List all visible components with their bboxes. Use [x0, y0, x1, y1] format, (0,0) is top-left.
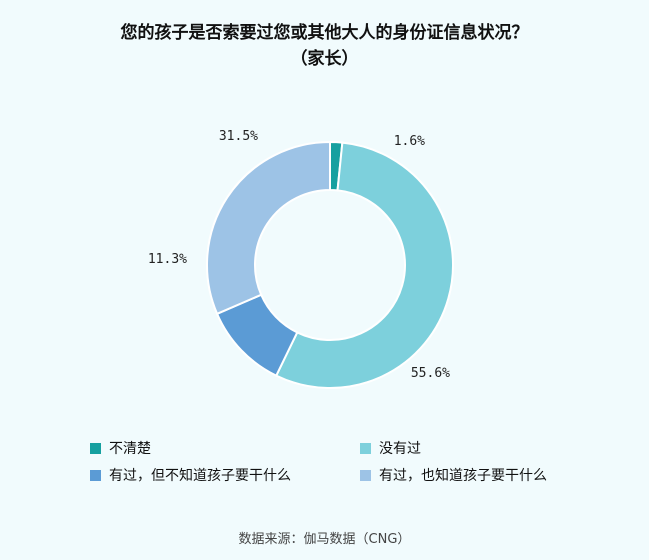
legend-swatch	[90, 469, 101, 481]
legend-swatch	[360, 469, 371, 481]
legend-item-unclear: 不清楚	[90, 438, 151, 458]
slice-never	[274, 141, 454, 389]
legend-item-yes-unknown: 有过，但不知道孩子要干什么	[90, 465, 291, 485]
label-never: 55.6%	[411, 366, 450, 381]
legend-label: 有过，但不知道孩子要干什么	[109, 468, 291, 484]
label-yes-unknown: 11.3%	[148, 252, 187, 267]
legend-swatch	[360, 442, 371, 454]
legend-swatch	[90, 442, 101, 454]
slice-yes-known	[206, 140, 331, 316]
legend-item-never: 没有过	[360, 438, 421, 458]
data-source: 数据来源：伽马数据（CNG）	[238, 532, 411, 547]
donut-chart: 1.6% 55.6% 11.3% 31.5%	[148, 129, 454, 389]
chart-title: 您的孩子是否索要过您或其他大人的身份证信息状况？ （家长）	[0, 20, 649, 72]
label-yes-known: 31.5%	[219, 129, 258, 144]
chart-title-line1: 您的孩子是否索要过您或其他大人的身份证信息状况？	[120, 23, 529, 43]
legend-label: 不清楚	[109, 441, 151, 457]
legend-label: 有过，也知道孩子要干什么	[379, 468, 547, 484]
chart-title-line2: （家长）	[290, 49, 359, 69]
legend-item-yes-known: 有过，也知道孩子要干什么	[360, 465, 547, 485]
label-unclear: 1.6%	[394, 134, 425, 149]
legend-label: 没有过	[379, 441, 421, 457]
